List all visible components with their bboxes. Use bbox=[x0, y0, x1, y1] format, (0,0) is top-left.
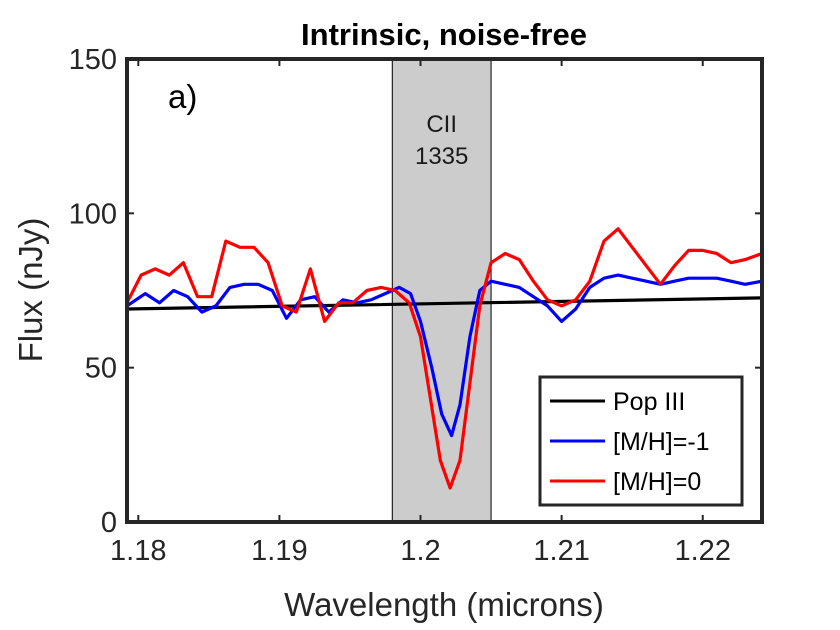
y-axis-label: Flux (nJy) bbox=[12, 218, 49, 363]
series-lines bbox=[127, 227, 762, 490]
band-label-wavelength: 1335 bbox=[415, 143, 468, 170]
legend-label-mh-0: [M/H]=0 bbox=[613, 468, 701, 496]
legend-label-mh-minus-1: [M/H]=-1 bbox=[613, 428, 710, 456]
x-tick-label: 1.18 bbox=[110, 535, 166, 567]
legend-label-pop-iii: Pop III bbox=[613, 388, 685, 416]
series-line-2 bbox=[127, 227, 762, 490]
x-tick-label: 1.21 bbox=[533, 535, 589, 567]
legend: Pop III [M/H]=-1 [M/H]=0 bbox=[538, 375, 744, 507]
x-tick-label: 1.19 bbox=[251, 535, 307, 567]
band-label-ion: CII bbox=[426, 111, 457, 138]
y-tick-label: 0 bbox=[101, 507, 117, 539]
y-tick-labels: 0 50 100 150 bbox=[69, 44, 117, 539]
x-tick-label: 1.2 bbox=[400, 535, 440, 567]
chart-title: Intrinsic, noise-free bbox=[301, 17, 587, 52]
y-tick-label: 100 bbox=[69, 198, 117, 230]
x-axis-label: Wavelength (microns) bbox=[284, 586, 604, 623]
shaded-band-cii-1335 bbox=[391, 58, 492, 523]
y-tick-label: 150 bbox=[69, 44, 117, 76]
y-tick-label: 50 bbox=[85, 353, 117, 385]
series-line-0 bbox=[127, 296, 762, 311]
x-tick-label: 1.22 bbox=[675, 535, 731, 567]
series-line-1 bbox=[127, 273, 762, 438]
panel-label: a) bbox=[168, 78, 197, 115]
x-tick-labels: 1.18 1.19 1.2 1.21 1.22 bbox=[110, 535, 731, 567]
plot-frame bbox=[125, 57, 764, 524]
